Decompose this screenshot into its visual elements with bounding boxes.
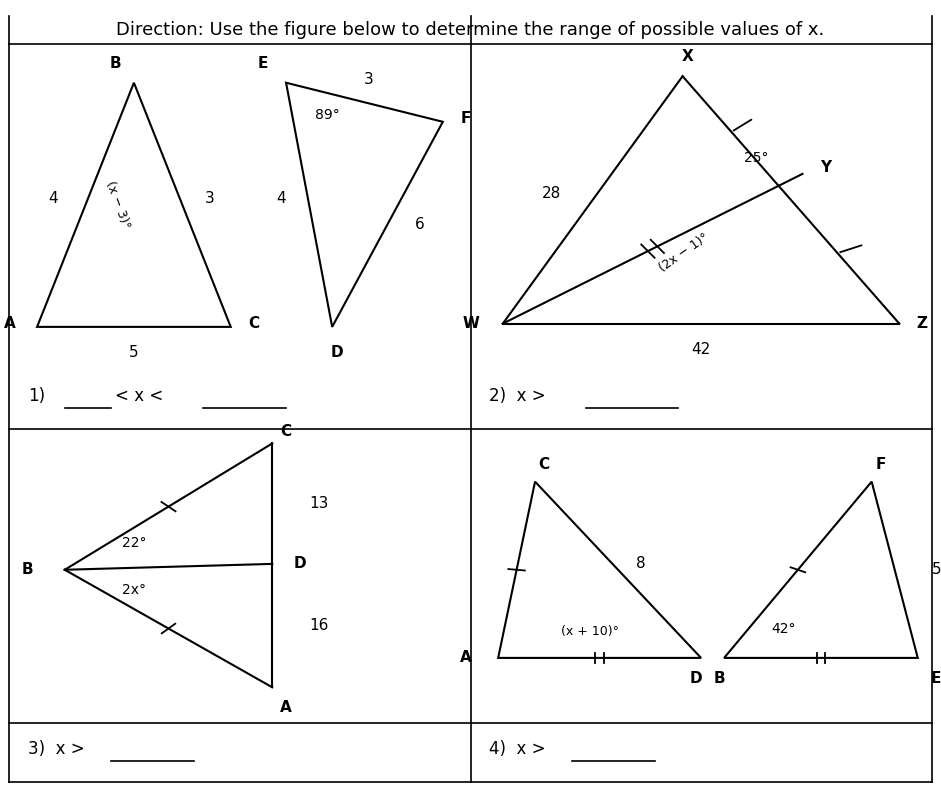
Text: (x − 3)°: (x − 3)° — [104, 179, 133, 230]
Text: 3)  x >: 3) x > — [28, 740, 85, 758]
Text: 2)  x >: 2) x > — [489, 387, 546, 405]
Text: 8: 8 — [636, 557, 646, 572]
Text: 4: 4 — [277, 191, 286, 206]
Text: < x <: < x < — [116, 387, 164, 405]
Text: 28: 28 — [542, 186, 561, 201]
Text: B: B — [22, 562, 34, 577]
Text: C: C — [538, 457, 550, 472]
Text: F: F — [876, 457, 886, 472]
Text: Z: Z — [917, 316, 928, 331]
Text: 25°: 25° — [744, 151, 769, 164]
Text: 16: 16 — [309, 618, 328, 633]
Text: 42°: 42° — [772, 622, 796, 635]
Text: 5: 5 — [932, 562, 941, 577]
Text: Direction: Use the figure below to determine the range of possible values of x.: Direction: Use the figure below to deter… — [117, 21, 824, 39]
Text: (2x − 1)°: (2x − 1)° — [657, 231, 711, 275]
Text: F: F — [461, 111, 471, 126]
Text: C: C — [248, 316, 260, 331]
Text: C: C — [280, 424, 292, 439]
Text: D: D — [330, 345, 343, 360]
Text: A: A — [460, 650, 471, 665]
Text: A: A — [4, 316, 15, 331]
Text: 22°: 22° — [121, 536, 146, 550]
Text: Y: Y — [820, 160, 831, 175]
Text: 3: 3 — [205, 191, 215, 206]
Text: 89°: 89° — [315, 108, 340, 122]
Text: 4: 4 — [48, 191, 58, 206]
Text: 5: 5 — [129, 345, 138, 360]
Text: E: E — [931, 671, 941, 686]
Text: 6: 6 — [415, 217, 424, 232]
Text: 3: 3 — [364, 72, 374, 87]
Text: 42: 42 — [692, 342, 710, 357]
Text: W: W — [462, 316, 479, 331]
Text: B: B — [110, 56, 121, 71]
Text: B: B — [713, 671, 726, 686]
Text: D: D — [690, 671, 703, 686]
Text: E: E — [258, 56, 268, 71]
Text: 13: 13 — [309, 496, 328, 511]
Text: 4)  x >: 4) x > — [489, 740, 546, 758]
Text: D: D — [294, 557, 306, 572]
Text: 1): 1) — [28, 387, 45, 405]
Text: X: X — [681, 49, 694, 64]
Text: A: A — [280, 700, 292, 715]
Text: (x + 10)°: (x + 10)° — [562, 625, 619, 638]
Text: 2x°: 2x° — [122, 584, 146, 597]
